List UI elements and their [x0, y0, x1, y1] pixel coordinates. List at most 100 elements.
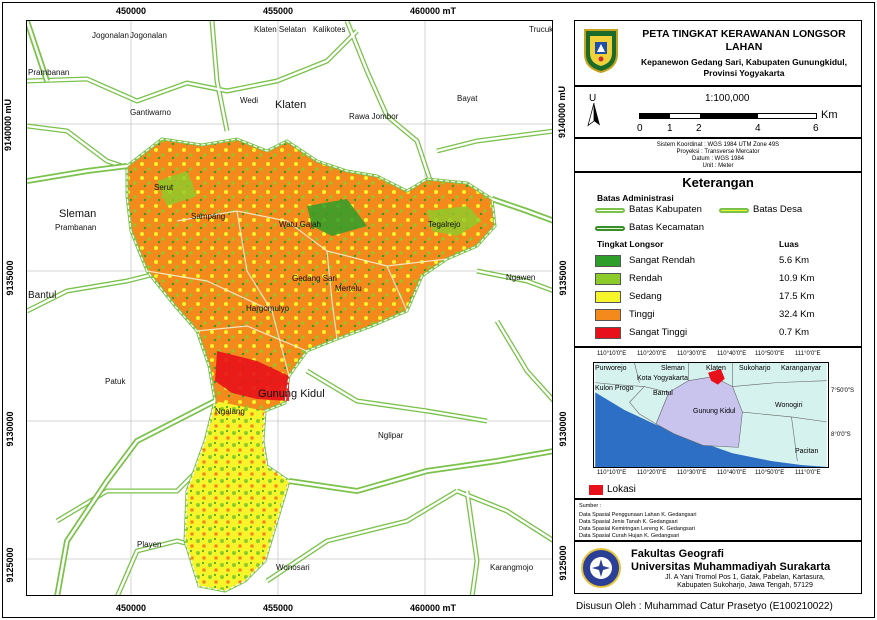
place-prambanan-1: Prambanan: [28, 68, 70, 77]
class-label-sangat-rendah: Sangat Rendah: [629, 255, 696, 266]
north-arrow-icon: [587, 103, 600, 127]
swatch-sedang: [595, 291, 621, 303]
place-prambanan-2: Prambanan: [55, 223, 97, 232]
scale-label-6: 6: [813, 123, 819, 134]
class-label-tinggi: Tinggi: [629, 309, 655, 320]
scale-bar: [639, 113, 817, 119]
x-tick-bottom-1: 450000: [116, 603, 147, 613]
y-tick-left-3: 9130000: [5, 411, 15, 447]
swatch-sangat-tinggi: [595, 327, 621, 339]
place-gedang-sari: Gedang Sari: [292, 274, 337, 283]
projection-line-4: Unit : Meter: [702, 163, 734, 169]
scale-label-0: 0: [637, 123, 643, 134]
y-tick-right-4: 9125000: [558, 545, 568, 581]
inset-place-wonogiri: Wonogiri: [775, 402, 803, 409]
inset-bottom-tick-2: 110°20'0"E: [637, 470, 667, 476]
inset-place-klaten: Klaten: [706, 365, 726, 372]
lokasi-swatch: [589, 485, 603, 495]
batas-desa-label: Batas Desa: [753, 204, 803, 215]
inset-top-tick-2: 110°20'0"E: [637, 351, 667, 357]
swatch-rendah: [595, 273, 621, 285]
x-tick-bottom-3: 460000 mT: [410, 603, 457, 613]
legend-title: Keterangan: [682, 175, 754, 190]
hazard-area: [125, 137, 497, 593]
inset-map: [593, 362, 829, 468]
projection-line-1: Sistem Koordinat : WGS 1984 UTM Zone 49S: [656, 142, 780, 148]
title-panel: PETA TINGKAT KERAWANAN LONGSOR LAHAN Kep…: [574, 20, 862, 86]
inset-top-tick-4: 110°40'0"E: [717, 351, 747, 357]
source-item-1: Data Spasial Penggunaan Lahan K. Gedangs…: [579, 512, 697, 518]
admin-heading: Batas Administrasi: [597, 193, 674, 203]
university-name: Universitas Muhammadiyah Surakarta: [631, 561, 831, 573]
batas-kabupaten-symbol: [595, 208, 625, 213]
scale-unit: Km: [821, 109, 838, 121]
x-tick-bottom-2: 455000: [263, 603, 294, 613]
institution-address: Jl. A Yani Tromol Pos 1, Gatak, Pabelan,…: [635, 574, 855, 590]
class-label-sangat-tinggi: Sangat Tinggi: [629, 327, 688, 338]
scale-label-1: 1: [667, 123, 673, 134]
place-karangmojo: Karangmojo: [490, 563, 534, 572]
class-area-sedang: 17.5 Km: [779, 291, 815, 302]
place-wonosari: Wonosari: [276, 563, 310, 572]
inset-place-sleman: Sleman: [661, 365, 685, 372]
batas-kecamatan-symbol: [595, 226, 625, 231]
regency-emblem-icon: [584, 29, 618, 74]
y-tick-right-1: 9140000 mU: [557, 85, 567, 139]
place-patuk: Patuk: [105, 377, 126, 386]
inset-place-kulon-progo: Kulon Progo: [595, 385, 634, 392]
projection-panel: Sistem Koordinat : WGS 1984 UTM Zone 49S…: [574, 138, 862, 172]
place-ngawen: Ngawen: [506, 273, 536, 282]
place-gantiwarno: Gantiwarno: [130, 108, 171, 117]
y-tick-right-2: 9135000: [558, 260, 568, 296]
inset-place-karanganyar: Karanganyar: [781, 365, 822, 372]
place-sleman: Sleman: [59, 208, 97, 220]
north-label: U: [589, 93, 597, 104]
inset-place-pacitan: Pacitan: [795, 448, 819, 455]
inset-place-purworejo: Purworejo: [595, 365, 627, 372]
place-mertelu: Mertelu: [335, 284, 362, 293]
place-hargomulyo: Hargomulyo: [246, 304, 290, 313]
swatch-sangat-rendah: [595, 255, 621, 267]
place-kalikotes: Kalikotes: [313, 25, 346, 34]
inset-place-bantul: Bantul: [653, 390, 673, 397]
x-tick-top-1: 450000: [116, 6, 147, 16]
scale-segment-1: [640, 114, 670, 118]
faculty-name: Fakultas Geografi: [631, 548, 724, 560]
place-klaten: Klaten: [275, 99, 307, 111]
place-rawa-jombor: Rawa Jombor: [349, 112, 399, 121]
class-label-sedang: Sedang: [629, 291, 662, 302]
x-tick-top-3: 460000 mT: [410, 6, 457, 16]
projection-line-2: Proyeksi : Transverse Mercator: [676, 149, 760, 155]
inset-right-tick-1: 7°50'0"S: [831, 388, 855, 394]
map-subtitle: Kepanewon Gedang Sari, Kabupaten Gunungk…: [629, 57, 859, 79]
author-credit: Disusun Oleh : Muhammad Catur Prasetyo (…: [576, 601, 833, 612]
inset-place-gunung-kidul: Gunung Kidul: [693, 408, 736, 415]
place-jogonalan-1: Jogonalan: [92, 31, 129, 40]
inset-place-sukoharjo: Sukoharjo: [739, 365, 771, 372]
place-bayat: Bayat: [457, 94, 478, 103]
scale-label-2: 2: [696, 123, 702, 134]
map-title: PETA TINGKAT KERAWANAN LONGSOR LAHAN: [642, 28, 846, 53]
level-heading: Tingkat Longsor: [597, 239, 664, 249]
scale-label-4: 4: [755, 123, 761, 134]
place-klaten-selatan: Klaten Selatan: [254, 25, 307, 34]
kabupaten-boundary: [27, 21, 552, 595]
inset-top-tick-6: 111°0'0"E: [795, 351, 821, 357]
batas-kecamatan-label: Batas Kecamatan: [629, 222, 704, 233]
batas-desa-symbol: [719, 208, 749, 213]
address-line-2: Kabupaten Sukoharjo, Jawa Tengah, 57129: [677, 582, 813, 589]
inset-panel: 110°10'0"E 110°20'0"E 110°30'0"E 110°40'…: [574, 347, 862, 499]
main-map[interactable]: [26, 20, 553, 596]
place-ngalang: Ngalang: [215, 407, 245, 416]
swatch-tinggi: [595, 309, 621, 321]
place-bantul: Bantul: [28, 290, 57, 301]
place-gunung-kidul: Gunung Kidul: [258, 388, 325, 400]
source-item-4: Data Spasial Curah Hujan K. Gedangsari: [579, 533, 680, 539]
class-area-sangat-rendah: 5.6 Km: [779, 255, 810, 266]
area-heading: Luas: [779, 239, 799, 249]
institution-panel: Fakultas Geografi Universitas Muhammadiy…: [574, 541, 862, 594]
place-serut: Serut: [154, 183, 174, 192]
batas-kabupaten-label: Batas Kabupaten: [629, 204, 702, 215]
y-tick-left-2: 9135000: [5, 260, 15, 296]
inset-bottom-tick-5: 110°50'0"E: [755, 470, 785, 476]
